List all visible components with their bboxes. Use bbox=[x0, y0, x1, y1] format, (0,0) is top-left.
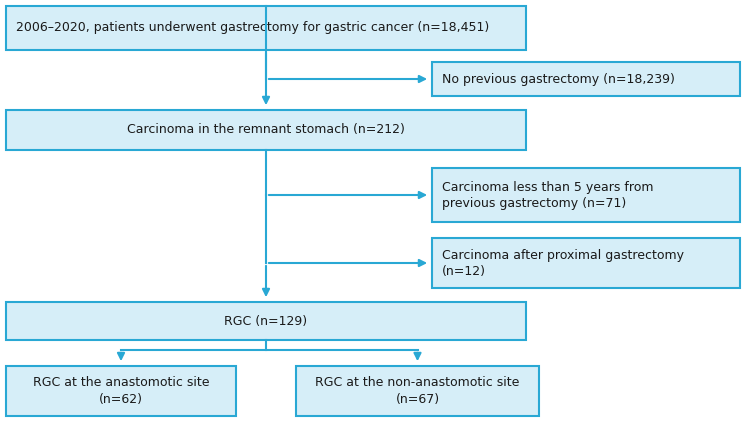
FancyBboxPatch shape bbox=[296, 366, 539, 416]
FancyBboxPatch shape bbox=[6, 366, 236, 416]
FancyBboxPatch shape bbox=[6, 6, 526, 50]
Text: No previous gastrectomy (n=18,239): No previous gastrectomy (n=18,239) bbox=[442, 73, 675, 86]
Text: RGC (n=129): RGC (n=129) bbox=[224, 314, 308, 327]
FancyBboxPatch shape bbox=[432, 168, 740, 222]
FancyBboxPatch shape bbox=[6, 110, 526, 150]
Text: Carcinoma in the remnant stomach (n=212): Carcinoma in the remnant stomach (n=212) bbox=[127, 124, 405, 136]
Text: Carcinoma after proximal gastrectomy
(n=12): Carcinoma after proximal gastrectomy (n=… bbox=[442, 249, 684, 278]
FancyBboxPatch shape bbox=[6, 302, 526, 340]
Text: RGC at the anastomotic site
(n=62): RGC at the anastomotic site (n=62) bbox=[33, 376, 209, 406]
Text: Carcinoma less than 5 years from
previous gastrectomy (n=71): Carcinoma less than 5 years from previou… bbox=[442, 181, 654, 209]
FancyBboxPatch shape bbox=[432, 238, 740, 288]
FancyBboxPatch shape bbox=[432, 62, 740, 96]
Text: RGC at the non-anastomotic site
(n=67): RGC at the non-anastomotic site (n=67) bbox=[315, 376, 520, 406]
Text: 2006–2020, patients underwent gastrectomy for gastric cancer (n=18,451): 2006–2020, patients underwent gastrectom… bbox=[16, 22, 489, 35]
